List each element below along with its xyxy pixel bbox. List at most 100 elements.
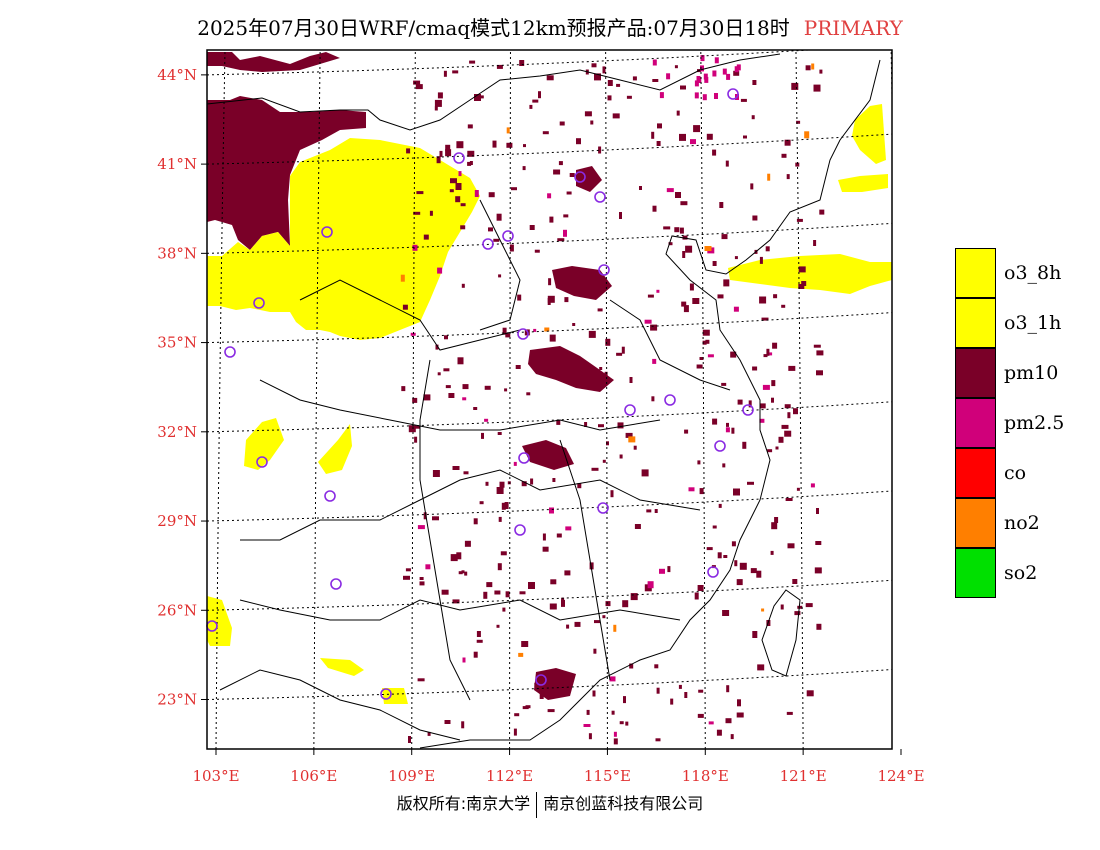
latitude-labels: 23°N 26°N 29°N 32°N 35°N 38°N 41°N 44°N [157,66,197,709]
grid-cell [736,579,743,586]
grid-cell [476,631,481,637]
axis-ticks [201,74,902,755]
grid-cell [793,408,798,415]
grid-cell [781,424,789,429]
lat-label: 41°N [157,155,197,173]
station-marker [535,674,547,686]
grid-cell [767,173,771,181]
grid-cell [488,227,493,232]
border-province-6 [609,299,731,391]
grid-cell [461,721,465,729]
grid-cell [607,95,612,101]
grid-cell [625,721,629,726]
grid-cell [700,55,705,62]
grid-cell [591,63,597,68]
grid-cell [816,508,819,514]
grid-cell [656,289,660,293]
grid-cell [781,304,786,308]
grid-cell [712,525,717,529]
grid-cell [742,441,747,449]
grid-cell [533,328,537,332]
grid-cell [788,365,796,371]
grid-cell [542,546,549,552]
grid-cell [785,498,793,501]
grid-cell [704,76,709,83]
legend-swatch [955,297,996,348]
grid-cell [726,73,731,80]
grid-cell [499,481,505,488]
pollution-fields [207,52,892,745]
grid-cell [765,246,770,252]
grid-cell [804,131,810,139]
grid-cell [612,113,620,119]
footer-separator [536,791,538,818]
city-stations [206,88,754,700]
legend-swatch [955,247,996,298]
grid-cell [629,663,634,669]
legend-item: no2 [955,497,1064,548]
grid-cell [611,710,615,715]
grid-cell [445,149,452,157]
grid-cell [423,512,427,520]
grid-cell [659,568,665,574]
station-marker [574,171,586,183]
grid-cell [761,317,769,321]
grid-cell [502,327,507,335]
grid-cell [539,692,544,699]
grid-cell [721,234,728,240]
o3-patch-korea [728,254,892,294]
grid-cell [766,348,770,356]
grid-cell [577,483,582,489]
grid-cell [460,225,466,230]
o3-patch-nanning [382,688,408,704]
grid-cell [641,469,649,477]
grid-cell [605,601,611,607]
grid-cell [473,518,478,525]
grid-cell [771,397,774,403]
grid-cell [690,139,696,145]
grid-cell [505,333,511,338]
station-marker [742,404,754,416]
grid-cell [717,294,724,299]
grid-cell [496,624,500,628]
grid-cell [816,350,824,356]
pm10-cluster-beijing [576,166,602,192]
grid-cell [588,330,596,338]
grid-cell [469,60,476,64]
legend-item: pm10 [955,347,1064,398]
grid-cell [473,651,478,658]
station-marker [256,456,268,468]
copyright-footer: 版权所有:南京大学 南京创蓝科技有限公司 [0,790,1100,818]
grid-cell [654,664,659,669]
grid-cell [722,463,726,468]
grid-cell [452,599,460,604]
grid-cell [702,340,707,345]
grid-cell [588,733,592,740]
grid-cell [443,70,447,77]
grid-cell [623,696,626,704]
grid-cell [565,526,572,531]
grid-cell [518,652,524,657]
grid-cell [699,488,704,495]
grid-cell [590,120,594,125]
grid-cell [652,79,659,82]
grid-cell [462,384,469,390]
grid-cell [604,371,608,378]
grid-cell [594,620,600,624]
meridian-line [605,50,608,749]
grid-cell [496,213,502,221]
grid-cell [772,342,778,349]
grid-cell [816,623,822,630]
grid-cell [743,135,747,139]
grid-cell [706,133,713,140]
lat-label: 29°N [157,512,197,530]
title-main: 2025年07月30日WRF/cmaq模式12km预报产品:07月30日18时 [197,16,790,40]
grid-cell [529,104,533,109]
grid-cell [684,692,688,698]
grid-cell [605,338,611,346]
grid-cell [702,94,707,101]
grid-cell [521,481,527,487]
grid-cell [441,589,449,595]
grid-cell [647,294,654,298]
lon-label: 121°E [780,767,827,785]
